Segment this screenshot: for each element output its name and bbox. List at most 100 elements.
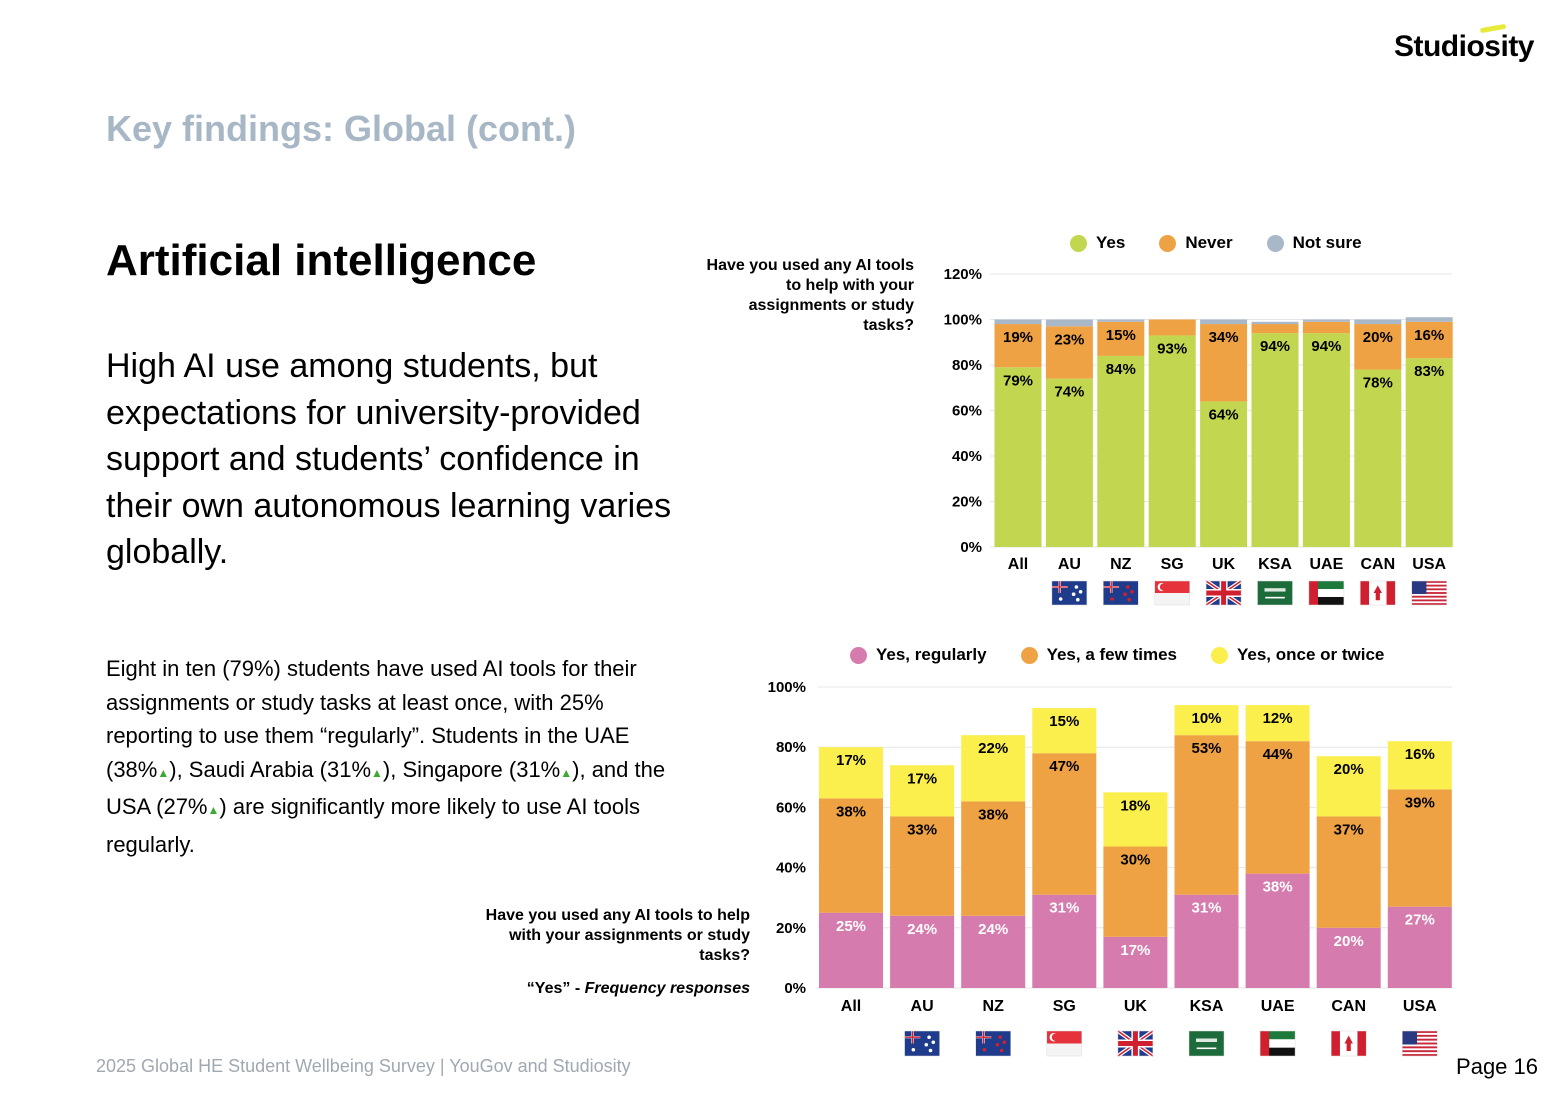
flag-star	[1126, 585, 1130, 589]
flag-border	[1205, 580, 1242, 606]
flag-star	[928, 1048, 933, 1053]
data-label: 17%	[836, 752, 866, 769]
flag-border	[1402, 1030, 1438, 1057]
flag-band	[1308, 597, 1344, 605]
bar-segment-once_twice	[1174, 705, 1239, 736]
flag-stripe	[1411, 588, 1447, 591]
y-tick-label: 120%	[944, 266, 982, 283]
y-tick-label: 20%	[776, 920, 806, 937]
data-label: 12%	[1263, 710, 1293, 727]
bar-segment-never	[1148, 319, 1196, 336]
y-tick-label: 40%	[952, 448, 982, 465]
y-tick-label: 100%	[768, 679, 806, 696]
y-tick-label: 60%	[776, 799, 806, 816]
bar-segment-not_sure	[994, 319, 1042, 325]
flag-stripe	[1411, 581, 1447, 583]
flag-uae-icon	[1259, 1030, 1296, 1057]
data-label: 19%	[1003, 329, 1033, 346]
flag-star	[924, 1042, 929, 1047]
page-heading: Artificial intelligence	[106, 236, 537, 285]
data-label: 31%	[1191, 900, 1221, 917]
chart2-subtitle-italic: Frequency responses	[584, 980, 750, 997]
legend-item-few-times: Yes, a few times	[1020, 645, 1177, 665]
bar-segment-regularly	[1174, 894, 1239, 988]
chart2-subtitle-plain: “Yes” -	[526, 980, 585, 997]
data-label: 24%	[978, 921, 1008, 938]
bar-segment-never	[1251, 324, 1299, 334]
flag-border	[1411, 580, 1447, 606]
flag-stripe	[1402, 1046, 1438, 1049]
body-part: ) are significantly more likely to use A…	[106, 794, 641, 857]
bar-segment-yes	[1097, 355, 1145, 547]
flag-star	[1002, 1040, 1007, 1045]
flag-leaf	[1373, 585, 1382, 601]
bar-segment-yes	[1354, 369, 1402, 547]
x-tick-label: UK	[1212, 556, 1236, 573]
body-paragraph: Eight in ten (79%) students have used AI…	[106, 652, 696, 862]
flag-band	[1046, 1043, 1082, 1056]
bar-segment-few_times	[1032, 753, 1097, 895]
bar-segment-once_twice	[1245, 705, 1310, 742]
x-tick-label: SG	[1161, 556, 1184, 573]
flag-can-icon	[1330, 1030, 1367, 1057]
legend-label: Not sure	[1292, 233, 1362, 252]
legend-dot-never	[1159, 234, 1177, 252]
flag-sg-icon	[1046, 1030, 1083, 1057]
chart1-legend: Yes Never Not sure	[1070, 233, 1396, 253]
data-label: 31%	[1049, 900, 1079, 917]
bar-segment-yes	[1302, 333, 1350, 547]
data-label: 74%	[1054, 384, 1084, 401]
flag-border	[1154, 580, 1190, 606]
bar-segment-once_twice	[1387, 741, 1452, 790]
bar-segment-regularly	[890, 915, 955, 988]
flag-stripe	[1402, 1031, 1438, 1033]
flag-star	[982, 1047, 987, 1052]
data-label: 18%	[1120, 797, 1150, 814]
up-arrow-icon: ▲	[207, 803, 220, 818]
flag-star	[1127, 597, 1131, 602]
flag-star	[1058, 597, 1063, 601]
data-label: 94%	[1311, 338, 1341, 355]
data-label: 34%	[1209, 329, 1239, 346]
bar-segment-never	[1045, 326, 1093, 379]
bar-segment-regularly	[1032, 894, 1097, 988]
bar-segment-few_times	[1245, 741, 1310, 874]
y-tick-label: 20%	[952, 494, 982, 511]
chart1-question: Have you used any AI tools to help with …	[706, 257, 914, 334]
footer-text: 2025 Global HE Student Wellbeing Survey …	[96, 1056, 631, 1076]
x-tick-label: AU	[1058, 556, 1081, 573]
flag-canton	[1411, 581, 1427, 594]
bar-segment-never	[1200, 324, 1248, 402]
legend-item-once-twice: Yes, once or twice	[1210, 645, 1384, 665]
flag-stripe	[1402, 1034, 1438, 1037]
y-tick-label: 80%	[952, 357, 982, 374]
x-tick-label: USA	[1412, 556, 1446, 573]
flag-band	[1260, 1031, 1296, 1040]
bar-segment-yes	[994, 367, 1042, 547]
flag-uk-icon	[1204, 579, 1243, 607]
data-label: 10%	[1191, 710, 1221, 727]
flag-uk-icon	[1116, 1029, 1155, 1058]
legend-label: Yes	[1096, 233, 1126, 252]
legend-label: Yes, a few times	[1046, 645, 1177, 664]
lead-paragraph: High AI use among students, but expectat…	[106, 347, 672, 571]
flag-leaf	[1344, 1035, 1353, 1051]
x-tick-label: All	[1008, 556, 1028, 573]
flag-band	[1154, 593, 1190, 605]
flag-star	[931, 1040, 936, 1045]
flag-cross	[1206, 590, 1242, 596]
legend-dot-few-times	[1020, 646, 1038, 664]
data-label: 78%	[1363, 375, 1393, 392]
bar-segment-few_times	[1174, 735, 1239, 895]
data-label: 25%	[836, 918, 866, 935]
flag-stripe	[1411, 603, 1447, 605]
bar-segment-regularly	[1387, 906, 1452, 988]
x-tick-label: USA	[1403, 998, 1437, 1015]
bar-segment-regularly	[1316, 927, 1381, 988]
flag-band	[1386, 581, 1396, 605]
body-part: Eight in ten (79%) students have used AI…	[106, 656, 637, 782]
flag-border	[1117, 1030, 1154, 1057]
data-label: 44%	[1263, 746, 1293, 763]
flag-border	[1046, 1030, 1083, 1057]
